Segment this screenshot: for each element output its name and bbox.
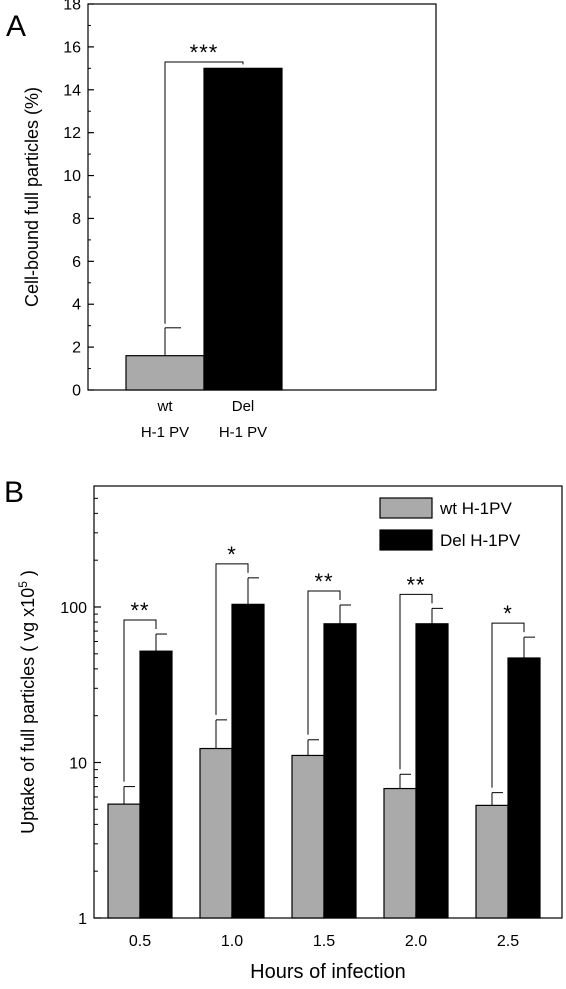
panel-b-legend: wt H-1PV Del H-1PV (379, 497, 521, 551)
panel-a-bar (203, 67, 283, 391)
legend-swatch (379, 497, 433, 519)
panel-b-x-tick-label: 2.5 (497, 933, 519, 950)
panel-a-y-tick-label: 12 (63, 125, 81, 142)
panel-a-y-tick-label: 6 (72, 254, 81, 271)
panel-b-x-tick-label: 1.5 (313, 933, 335, 950)
panel-b-significance-bracket (491, 622, 525, 788)
panel-a-y-tick-label: 10 (63, 168, 81, 185)
panel-b-y-tick-label: 1 (78, 911, 87, 928)
panel-a-bar (125, 355, 205, 391)
panel-b-significance-bracket (123, 619, 157, 782)
panel-b-bars (107, 577, 541, 919)
panel-a-significance-bracket (164, 61, 244, 324)
panel-a-category-label: Del (232, 398, 255, 415)
panel-b-bar (291, 754, 325, 919)
panel-b-bar (475, 804, 509, 919)
panel-a-significance-label: *** (190, 40, 219, 65)
panel-a-category-label: H-1 PV (141, 424, 189, 441)
panel-a-y-tick-label: 16 (63, 39, 81, 56)
panel-b-significance-bracket (307, 590, 341, 735)
panel-a-category-label: H-1 PV (219, 424, 267, 441)
panel-a-significance: *** (164, 40, 244, 324)
panel-b-bar (507, 657, 541, 919)
panel-b-y-tick-label: 10 (69, 756, 87, 773)
legend-label: wt H-1PV (439, 499, 512, 518)
panel-a-y-tick-label: 4 (72, 297, 81, 314)
panel-a-letter: A (6, 10, 26, 43)
panel-b-significance-bracket (215, 563, 249, 715)
panel-b-significance: ***** *** (123, 542, 525, 788)
panel-b-y-axis-title-main: Uptake of full particles ( vg x10 (18, 588, 38, 834)
panel-a-x-axis: wt H-1 PV Del H-1 PV (141, 398, 267, 441)
panel-b-bar (139, 650, 173, 919)
panel-b-y-axis: 1 10 100 (60, 497, 101, 928)
panel-a-y-tick-label: 2 (72, 340, 81, 357)
panel-b-bar (415, 623, 449, 919)
panel-b-x-axis-title: Hours of infection (250, 961, 406, 983)
panel-b-y-axis-title-sup: 5 (16, 581, 30, 588)
panel-b-x-tick-label: 0.5 (129, 933, 151, 950)
panel-a-category-label: wt (157, 398, 174, 415)
panel-b-x-tick-label: 2.0 (405, 933, 427, 950)
panel-b-x-tick-label: 1.0 (221, 933, 243, 950)
panel-b-y-axis-title-end: ) (18, 570, 38, 581)
panel-b-bar (231, 603, 265, 919)
panel-b-bar (323, 623, 357, 919)
panel-b-significance-bracket (399, 593, 433, 770)
panel-a-bars (125, 67, 283, 391)
panel-a-y-tick-label: 8 (72, 211, 81, 228)
panel-a-y-tick-label: 18 (63, 0, 81, 14)
panel-b-significance-label: * (227, 542, 237, 567)
panel-b-letter: B (4, 476, 24, 509)
panel-a-y-axis: 0 2 4 6 8 10 12 14 16 18 (63, 0, 94, 400)
panel-a-y-tick-label: 0 (72, 383, 81, 400)
panel-a-y-tick-label: 14 (63, 82, 81, 99)
panel-b-bar (383, 787, 417, 919)
panel-b-significance-label: * (503, 601, 513, 626)
panel-b-significance-label: ** (130, 598, 149, 623)
panel-b-bar (199, 747, 233, 919)
panel-b-bar (107, 803, 141, 919)
panel-b-y-axis-title: Uptake of full particles ( vg x105 ) (16, 570, 38, 834)
panel-b-x-axis: 0.5 1.0 1.5 2.0 2.5 (129, 912, 519, 950)
panel-b-significance-label: ** (406, 572, 425, 597)
panel-b-significance-label: ** (314, 569, 333, 594)
panel-a-y-axis-title: Cell-bound full particles (%) (22, 87, 42, 307)
legend-swatch (379, 529, 433, 551)
panel-b-y-tick-label: 100 (60, 600, 87, 617)
legend-label: Del H-1PV (440, 531, 521, 550)
